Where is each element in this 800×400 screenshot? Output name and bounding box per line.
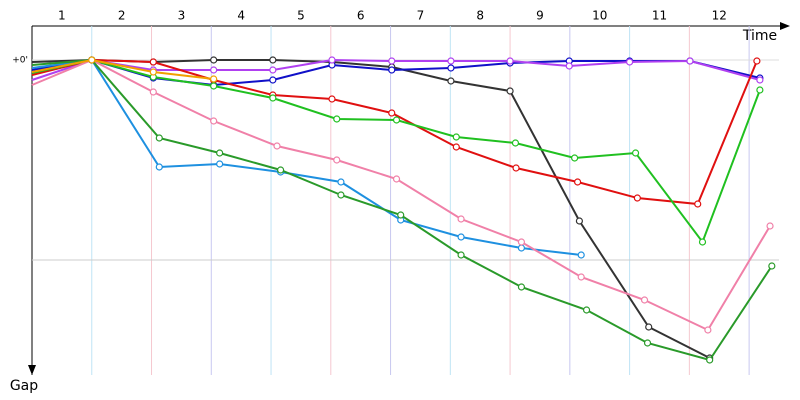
data-point	[392, 116, 401, 124]
data-point	[269, 76, 277, 84]
data-point	[756, 86, 764, 94]
data-point	[577, 251, 585, 259]
data-point	[447, 57, 455, 65]
data-point	[565, 62, 573, 70]
data-point	[766, 222, 774, 230]
data-point	[753, 57, 761, 65]
series-line	[31, 58, 582, 256]
y-axis-label: Gap	[10, 378, 38, 394]
x-tick-label: 3	[178, 9, 186, 23]
data-point	[571, 154, 579, 162]
data-point	[506, 87, 514, 95]
data-point	[210, 75, 218, 83]
series-line	[31, 58, 214, 80]
data-point	[756, 76, 764, 84]
data-point	[452, 133, 460, 141]
data-point	[686, 57, 694, 65]
data-point	[517, 244, 526, 252]
x-axis-label: Time	[742, 28, 777, 44]
data-point	[149, 88, 157, 96]
data-point	[706, 356, 714, 364]
data-point	[704, 326, 712, 334]
data-point	[269, 56, 277, 64]
data-point	[511, 139, 520, 147]
data-point	[457, 233, 465, 241]
data-point	[768, 262, 776, 270]
data-point	[457, 251, 465, 259]
data-point	[210, 56, 218, 64]
data-point	[694, 200, 702, 208]
x-tick-label: 9	[536, 9, 544, 23]
data-point	[512, 164, 520, 172]
data-point	[269, 94, 277, 102]
data-point	[388, 57, 396, 65]
data-point	[397, 211, 405, 219]
y-axis-arrow	[28, 365, 36, 375]
data-point	[328, 95, 336, 103]
data-point	[574, 178, 582, 186]
data-point	[155, 134, 163, 142]
data-point	[517, 283, 526, 291]
y-tick-label: +0'	[12, 56, 28, 66]
data-point	[457, 215, 465, 223]
data-point	[328, 56, 336, 64]
data-point	[210, 66, 218, 74]
data-point	[506, 57, 514, 65]
data-point	[447, 64, 455, 72]
x-tick-label: 8	[476, 9, 484, 23]
x-tick-label: 1	[58, 9, 66, 23]
x-tick-label: 4	[237, 9, 245, 23]
data-point	[388, 66, 396, 74]
data-point	[645, 323, 653, 331]
data-point	[698, 238, 707, 246]
x-axis-arrow	[780, 22, 790, 30]
x-tick-label: 6	[357, 9, 365, 23]
data-point	[333, 156, 341, 164]
data-point	[640, 296, 649, 304]
data-point	[392, 175, 401, 183]
data-point	[633, 194, 641, 202]
data-point	[269, 66, 277, 74]
x-tick-label: 2	[118, 9, 126, 23]
data-point	[277, 166, 285, 174]
x-tick-label: 5	[297, 9, 305, 23]
data-point	[149, 58, 157, 66]
data-point	[88, 56, 96, 64]
data-point	[643, 339, 652, 347]
data-point	[631, 149, 640, 157]
x-tick-label: 10	[592, 9, 607, 23]
data-point	[447, 77, 455, 85]
data-point	[273, 142, 281, 150]
data-point	[333, 115, 341, 123]
data-point	[210, 82, 218, 90]
data-point	[155, 163, 163, 171]
data-point	[452, 143, 460, 151]
data-point	[517, 238, 526, 246]
x-tick-label: 12	[712, 9, 727, 23]
data-point	[149, 68, 157, 76]
data-point	[337, 191, 345, 199]
data-point	[575, 217, 584, 225]
data-point	[582, 306, 591, 314]
x-tick-label: 11	[652, 9, 667, 23]
data-point	[388, 109, 396, 117]
data-point	[216, 149, 224, 157]
data-point	[210, 117, 218, 125]
x-tick-label: 7	[417, 9, 425, 23]
data-point	[337, 178, 345, 186]
data-point	[625, 58, 634, 66]
data-point	[216, 160, 224, 168]
data-point	[577, 273, 585, 281]
